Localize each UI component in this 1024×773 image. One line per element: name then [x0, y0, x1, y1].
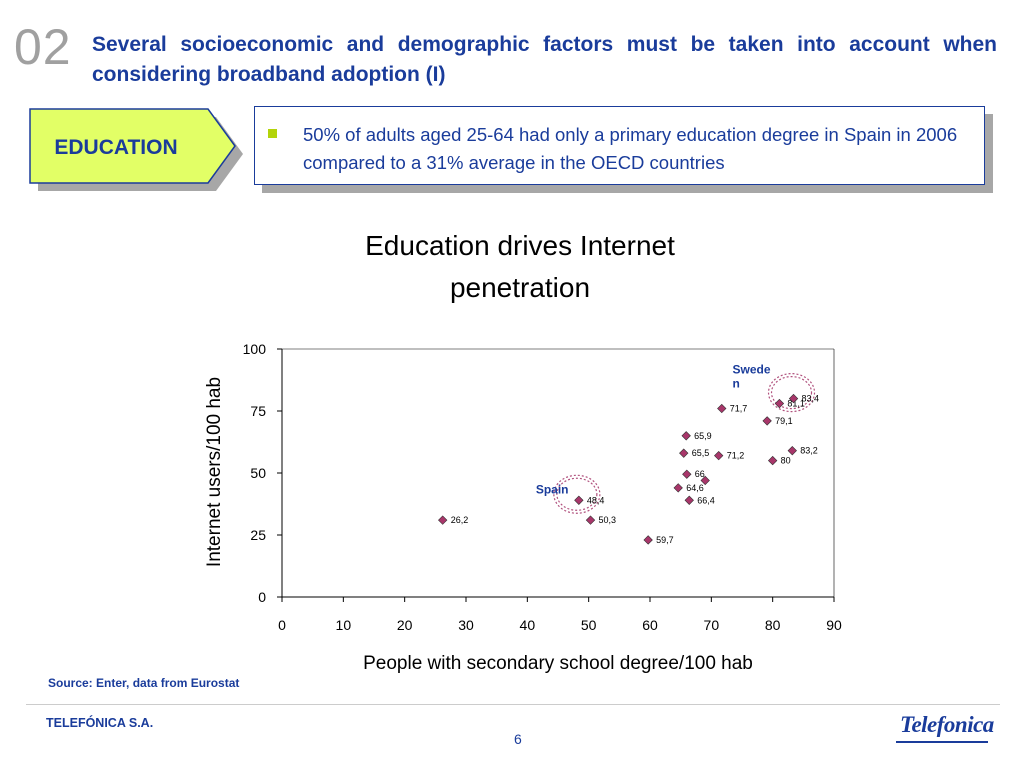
highlight-ring-inner: [556, 477, 598, 511]
data-point: [762, 416, 772, 426]
data-label: 80: [781, 456, 791, 466]
slide-number: 02: [14, 19, 72, 75]
data-point: [673, 483, 683, 493]
data-label: 79,1: [775, 416, 793, 426]
bullet-square-icon: [268, 129, 277, 138]
x-tick-label: 10: [336, 617, 352, 633]
y-tick-label: 25: [250, 527, 266, 543]
source-note: Source: Enter, data from Eurostat: [48, 676, 240, 690]
chart-title-line: Education drives Internet: [365, 230, 675, 261]
x-tick-label: 30: [458, 617, 474, 633]
y-tick-label: 0: [258, 589, 266, 605]
data-label: 50,3: [599, 515, 617, 525]
company-name: TELEFÓNICA S.A.: [46, 716, 154, 730]
highlight-ring: [553, 474, 601, 514]
highlight-ring-inner: [770, 376, 813, 410]
data-point: [679, 448, 689, 458]
x-tick-label: 20: [397, 617, 413, 633]
data-point: [681, 431, 691, 441]
data-point: [788, 393, 799, 404]
x-tick-label: 40: [520, 617, 536, 633]
data-label: 59,7: [656, 535, 674, 545]
data-label: 83,4: [802, 394, 820, 404]
annotation-spain: Spain: [536, 482, 569, 496]
logo-underline: [896, 741, 988, 743]
data-label: 66,4: [697, 495, 715, 505]
data-label: 65,9: [694, 431, 712, 441]
data-point: [700, 475, 710, 486]
x-tick-label: 70: [704, 617, 720, 633]
info-box: 50% of adults aged 25-64 had only a prim…: [254, 106, 985, 185]
data-label: 83,2: [800, 446, 818, 456]
y-tick-label: 100: [243, 341, 267, 357]
data-point: [682, 469, 692, 479]
x-tick-label: 0: [278, 617, 286, 633]
y-tick-label: 75: [250, 403, 266, 419]
data-point: [574, 495, 584, 505]
footer-divider: [26, 704, 1000, 705]
page-number: 6: [514, 731, 522, 747]
chart-title: Education drives Internet penetration: [365, 230, 675, 303]
data-label: 65,5: [692, 448, 710, 458]
annotation-sweden: Swede n: [733, 363, 771, 391]
data-label: 66: [695, 469, 705, 479]
x-tick-label: 80: [765, 617, 781, 633]
data-label: 71,2: [727, 451, 745, 461]
data-point: [643, 535, 653, 545]
data-point: [714, 450, 724, 461]
x-axis-label: People with secondary school degree/100 …: [363, 653, 753, 674]
data-point: [438, 515, 448, 525]
data-label: 81,1: [787, 399, 805, 409]
data-point: [767, 455, 778, 466]
x-tick-label: 50: [581, 617, 597, 633]
y-axis-label: Internet users/100 hab: [204, 377, 225, 567]
data-label: 48,4: [587, 495, 605, 505]
data-label: 71,7: [730, 404, 748, 414]
slide-title: Several socioeconomic and demographic fa…: [92, 33, 997, 86]
data-point: [774, 398, 785, 409]
data-point: [585, 515, 596, 525]
data-point: [717, 403, 727, 414]
x-tick-label: 90: [826, 617, 842, 633]
chart-title-line: penetration: [450, 272, 590, 303]
y-tick-label: 50: [250, 465, 266, 481]
education-tag-label: EDUCATION: [54, 136, 177, 159]
education-tag: EDUCATION: [28, 107, 248, 202]
highlight-ring: [767, 373, 816, 413]
x-tick-label: 60: [642, 617, 658, 633]
data-point: [787, 446, 797, 456]
data-point: [684, 495, 694, 505]
data-label: 26,2: [451, 515, 469, 525]
telefonica-logo: Telefonica: [900, 712, 994, 738]
logo-text: Telefonica: [900, 712, 994, 737]
data-label: 64,6: [686, 483, 704, 493]
info-text: 50% of adults aged 25-64 had only a prim…: [303, 124, 958, 173]
